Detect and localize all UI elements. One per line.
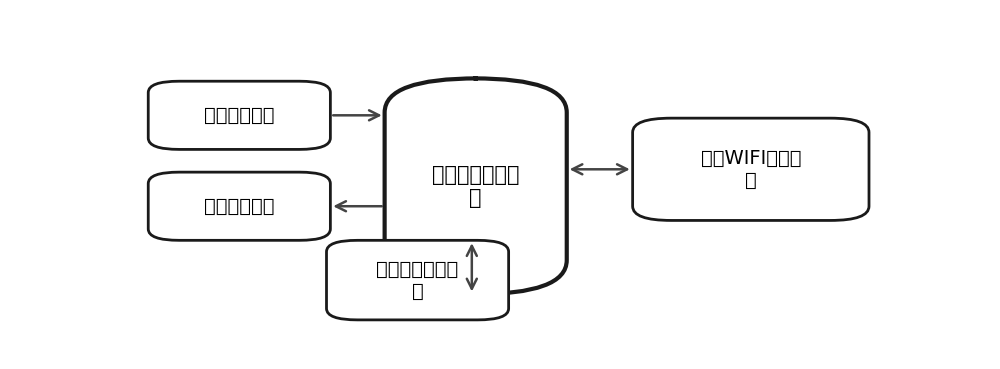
Text: 第一数据存储模
块: 第一数据存储模 块 <box>376 260 459 301</box>
FancyBboxPatch shape <box>148 81 330 149</box>
FancyBboxPatch shape <box>148 172 330 240</box>
FancyBboxPatch shape <box>385 78 567 294</box>
FancyBboxPatch shape <box>633 118 869 220</box>
Text: 第一数据处理模
块: 第一数据处理模 块 <box>432 165 519 208</box>
Text: 用户输入模块: 用户输入模块 <box>204 106 275 125</box>
FancyBboxPatch shape <box>326 240 509 320</box>
Text: 用户显示模块: 用户显示模块 <box>204 197 275 216</box>
Text: 第一WIFI通信模
块: 第一WIFI通信模 块 <box>701 149 801 190</box>
